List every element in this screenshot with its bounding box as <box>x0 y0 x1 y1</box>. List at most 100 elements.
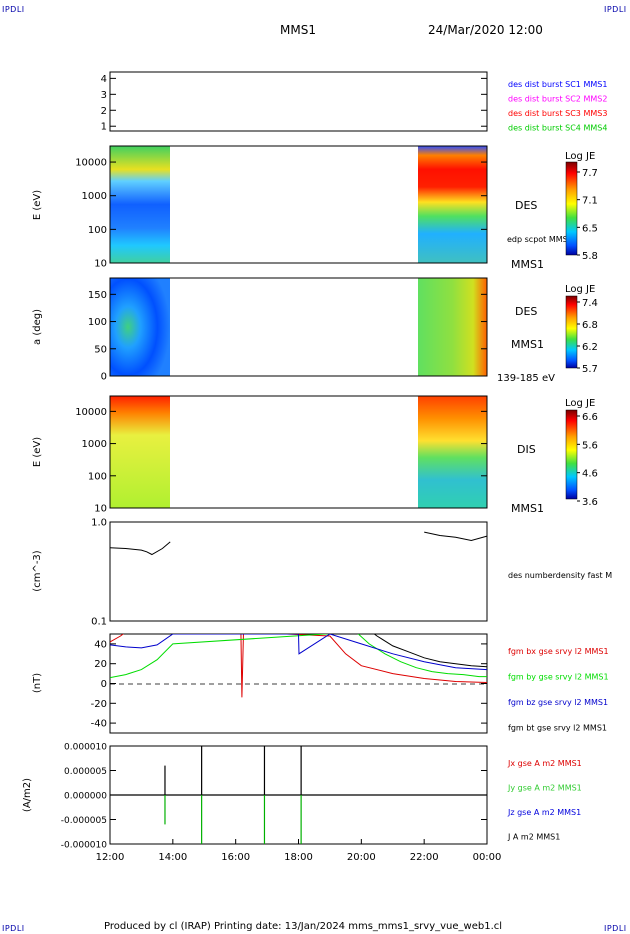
des-energy-spacecraft-label: MMS1 <box>511 258 544 271</box>
sc-index-legend-entry: des dist burst SC2 MMS2 <box>508 95 607 104</box>
bfield-tick-label: -40 <box>91 719 107 730</box>
sc-index-tick-label: 4 <box>101 74 107 85</box>
sc-index-legend-entry: des dist burst SC3 MMS3 <box>508 109 607 118</box>
des-energy-colorbar-title: Log JE <box>565 151 595 162</box>
des-pitch-colorbar <box>565 295 578 369</box>
panel-density: (cm^-3) 0.1 1.0 des numberdensity fast M <box>32 518 612 628</box>
colorbar-tick-label: 7.4 <box>582 298 598 309</box>
colorbar-tick-label: 6.2 <box>582 342 598 353</box>
panel-des-pitch-angle: a (deg) 0 50 100 150 DES MMS1 139-185 eV Lo… <box>32 277 598 384</box>
energy-tick-label: 10 <box>94 504 107 515</box>
energy-tick-label: 1000 <box>82 439 107 450</box>
panel-dis-energy: E (eV) 10 100 1000 10000 DIS MMS1 Log JE 6.… <box>32 395 598 515</box>
pitch-tick-label: 0 <box>101 372 107 383</box>
des-energy-ylabel: E (eV) <box>32 190 43 220</box>
colorbar-tick-label: 6.6 <box>582 412 598 423</box>
energy-tick-label: 10000 <box>75 158 107 169</box>
current-tick-label: -0.000010 <box>61 841 107 851</box>
colorbar-tick-label: 5.8 <box>582 251 598 262</box>
current-legend-entry: Jx gse A m2 MMS1 <box>507 759 582 768</box>
dis-energy-colorbar-title: Log JE <box>565 398 595 409</box>
dis-energy-instrument-label: DIS <box>517 443 536 456</box>
current-legend-entry: J A m2 MMS1 <box>507 833 560 842</box>
colorbar-tick-label: 3.6 <box>582 497 598 508</box>
corner-label-top-right: IPDLI <box>604 5 627 14</box>
panel-current-density: (A/m2) -0.000010 -0.000005 0.000000 0.00000… <box>22 743 582 864</box>
density-tick-label: 0.1 <box>91 617 107 628</box>
des-energy-data-block-1 <box>110 146 170 263</box>
time-tick-label: 22:00 <box>410 852 439 863</box>
density-ylabel: (cm^-3) <box>32 550 43 591</box>
current-ylabel: (A/m2) <box>22 778 33 812</box>
time-tick-label: 14:00 <box>158 852 187 863</box>
dis-energy-ylabel: E (eV) <box>32 437 43 467</box>
current-legend-entry: Jy gse A m2 MMS1 <box>507 784 582 793</box>
bfield-series-line <box>373 634 487 668</box>
plot-spacecraft-title: MMS1 <box>280 23 316 37</box>
bfield-series-line <box>110 634 487 671</box>
des-pitch-instrument-label: DES <box>515 305 537 318</box>
dis-energy-data-block-2 <box>418 396 487 508</box>
pitch-tick-label: 150 <box>88 290 107 301</box>
sc-index-tick-label: 2 <box>101 106 107 117</box>
time-tick-label: 20:00 <box>347 852 376 863</box>
des-pitch-data-block-1 <box>110 278 170 376</box>
corner-label-bottom-left: IPDLI <box>2 924 25 933</box>
des-pitch-energy-range: 139-185 eV <box>497 373 555 384</box>
des-energy-colorbar <box>565 161 578 256</box>
des-pitch-ylabel: a (deg) <box>32 309 43 345</box>
bfield-tick-label: 0 <box>101 679 107 690</box>
density-tick-label: 1.0 <box>91 518 107 529</box>
bfield-series-line <box>110 634 487 679</box>
bfield-legend-entry: fgm bx gse srvy l2 MMS1 <box>508 647 609 656</box>
dis-energy-colorbar <box>565 409 578 500</box>
energy-tick-label: 1000 <box>82 191 107 202</box>
sc-index-tick-label: 1 <box>101 122 107 133</box>
dis-energy-spacecraft-label: MMS1 <box>511 502 544 515</box>
des-energy-data-block-2 <box>418 146 487 263</box>
sc-index-legend-entry: des dist burst SC4 MMS4 <box>508 124 607 133</box>
bfield-tick-label: 40 <box>94 639 107 650</box>
colorbar-tick-label: 5.6 <box>582 440 598 451</box>
des-energy-instrument-label: DES <box>515 199 537 212</box>
panel-spacecraft-index: 1 2 3 4 des dist burst SC1 MMS1 des dist bur… <box>101 71 607 133</box>
time-tick-label: 16:00 <box>221 852 250 863</box>
current-tick-label: -0.000005 <box>61 816 107 826</box>
energy-tick-label: 10000 <box>75 407 107 418</box>
time-tick-label: 00:00 <box>473 852 502 863</box>
panel-magnetic-field: (nT) -40 -20 0 20 40 fgm bx gse srvy l2 MMS1… <box>32 633 609 734</box>
energy-tick-label: 100 <box>88 471 107 482</box>
pitch-tick-label: 50 <box>94 344 107 355</box>
des-pitch-spacecraft-label: MMS1 <box>511 338 544 351</box>
bfield-series-line <box>110 634 487 698</box>
current-tick-label: 0.000010 <box>64 743 107 753</box>
energy-tick-label: 10 <box>94 259 107 270</box>
density-series-label: des numberdensity fast M <box>508 571 612 580</box>
colorbar-tick-label: 7.1 <box>582 196 598 207</box>
current-tick-label: 0.000005 <box>64 767 107 777</box>
time-tick-label: 18:00 <box>284 852 313 863</box>
sc-index-tick-label: 3 <box>101 90 107 101</box>
bfield-legend-entry: fgm bz gse srvy l2 MMS1 <box>508 698 608 707</box>
bfield-tick-label: 20 <box>94 659 107 670</box>
panel-des-energy: E (eV) 10 100 1000 10000 DES edp scpot MMS1… <box>32 145 598 271</box>
colorbar-tick-label: 7.7 <box>582 168 598 179</box>
bfield-legend-entry: fgm bt gse srvy l2 MMS1 <box>508 724 607 733</box>
des-pitch-data-block-2 <box>418 278 487 376</box>
time-tick-label: 12:00 <box>96 852 125 863</box>
dis-energy-data-block-1 <box>110 396 170 508</box>
plot-date-title: 24/Mar/2020 12:00 <box>428 23 543 37</box>
current-legend-entry: Jz gse A m2 MMS1 <box>507 808 581 817</box>
current-tick-label: 0.000000 <box>64 792 107 802</box>
bfield-legend-entry: fgm by gse srvy l2 MMS1 <box>508 673 609 682</box>
energy-tick-label: 100 <box>88 225 107 236</box>
pitch-tick-label: 100 <box>88 317 107 328</box>
sc-index-legend-entry: des dist burst SC1 MMS1 <box>508 80 607 89</box>
colorbar-tick-label: 5.7 <box>582 364 598 375</box>
bfield-tick-label: -20 <box>91 699 107 710</box>
density-series-line <box>424 531 488 542</box>
des-pitch-colorbar-title: Log JE <box>565 284 595 295</box>
bfield-ylabel: (nT) <box>32 673 43 693</box>
colorbar-tick-label: 6.5 <box>582 223 598 234</box>
